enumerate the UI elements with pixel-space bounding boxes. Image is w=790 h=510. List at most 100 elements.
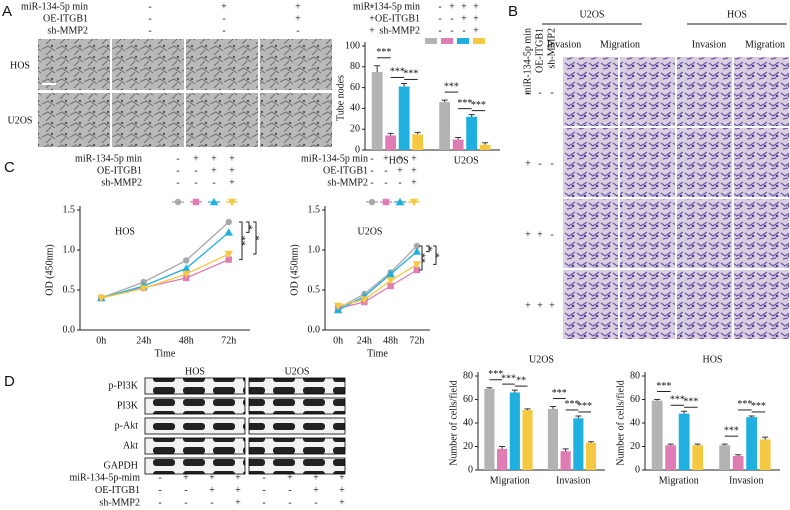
treatment-sign: + [235,485,241,496]
treatment-sign: + [369,13,375,24]
micrograph [563,199,618,268]
marker [387,282,394,290]
marker [368,198,376,206]
treatment-sign: - [550,158,553,169]
bar [732,455,744,470]
error-bar [511,389,518,393]
bar [439,102,451,150]
bar [484,388,495,470]
blot-strip [144,377,246,395]
treatment-sign: - [158,485,161,496]
blot-strip [144,417,246,435]
treatment-sign: - [438,13,441,24]
sig-bracket [433,245,437,265]
micrograph [620,128,675,197]
error-bar [562,448,569,452]
x-tick-label: Invasion [729,475,763,486]
sig-label: *** [471,100,486,111]
bar [509,392,520,470]
micrograph [186,39,258,90]
error-bar [667,443,674,446]
micrograph [563,57,618,126]
micrograph [260,39,332,90]
treatment-sign: + [369,1,375,12]
line [337,269,418,310]
treatment-sign: - [288,497,291,508]
treatment-sign: - [148,13,151,24]
y-tick-label: 0.0 [63,324,76,335]
treatment-label: OE-ITGB1 [375,13,420,24]
micrograph [112,39,184,90]
treatment-label: miR-134-5p min [301,153,368,164]
blot-strip [248,377,346,395]
treatment-sign: + [537,300,543,311]
error-bar [575,415,582,419]
bar [452,139,464,150]
blot-group: HOS [185,366,205,377]
y-tick-label: 40 [630,417,640,428]
x-tick-label: 72h [221,335,236,346]
marker [97,294,106,303]
legend-swatch [473,38,485,44]
sig-label: *** [737,399,752,410]
bar [479,144,491,150]
treatment-sign: - [158,472,161,483]
x-tick-label: Migration [659,475,699,486]
marker [139,285,148,293]
treatment-sign: - [398,177,401,188]
treatment-label: sh-MMP2 [99,497,140,508]
blot-strip [248,437,346,455]
sig-label: * [434,253,445,258]
sig-label: *** [457,98,472,109]
sig-bracket [239,221,243,261]
bar [665,445,677,470]
treatment-sign: - [526,87,529,98]
treatment-sign: + [411,165,417,176]
treatment-sign: + [313,472,319,483]
y-tick-label: 60 [630,394,640,405]
sig-label: *** [444,81,459,92]
marker [413,242,421,250]
treatment-sign: - [158,497,161,508]
treatment-sign: + [383,153,389,164]
y-axis-label: OD (450nm) [44,244,55,295]
bar [585,442,597,470]
treatment-sign: + [209,485,215,496]
treatment-sign: - [538,87,541,98]
legend-swatch [425,38,437,44]
blot-strip [144,457,246,475]
bar [678,413,690,470]
treatment-sign: + [397,153,403,164]
chart-title: HOS [702,354,722,365]
x-tick-label: Invasion [556,475,590,486]
sig-label: *** [403,69,418,80]
treatment-sign: - [148,1,151,12]
chart-title: U2OS [357,226,382,237]
treatment-sign: + [411,177,417,188]
line [101,231,230,299]
y-tick-label: 20 [630,441,640,452]
y-tick-label: 100 [345,40,360,51]
y-tick-label: 80 [630,370,640,381]
micrograph [677,57,732,126]
line [337,245,418,309]
marker [182,264,191,272]
x-tick-label: 48h [179,335,194,346]
treatment-sign: - [370,177,373,188]
error-bar [468,114,475,117]
treatment-sign: - [176,177,179,188]
treatment-sign: - [194,165,197,176]
error-bar [401,82,408,87]
error-bar [414,131,421,135]
treatment-label: miR-134-5p min [21,1,88,12]
x-tick-label: 72h [409,335,424,346]
legend-swatch [441,38,453,44]
line [101,253,230,299]
protein-label: Akt [123,440,138,451]
treatment-sign: + [287,472,293,483]
treatment-sign: + [339,485,345,496]
marker [360,296,369,304]
micrograph [677,270,732,339]
marker [395,197,405,206]
